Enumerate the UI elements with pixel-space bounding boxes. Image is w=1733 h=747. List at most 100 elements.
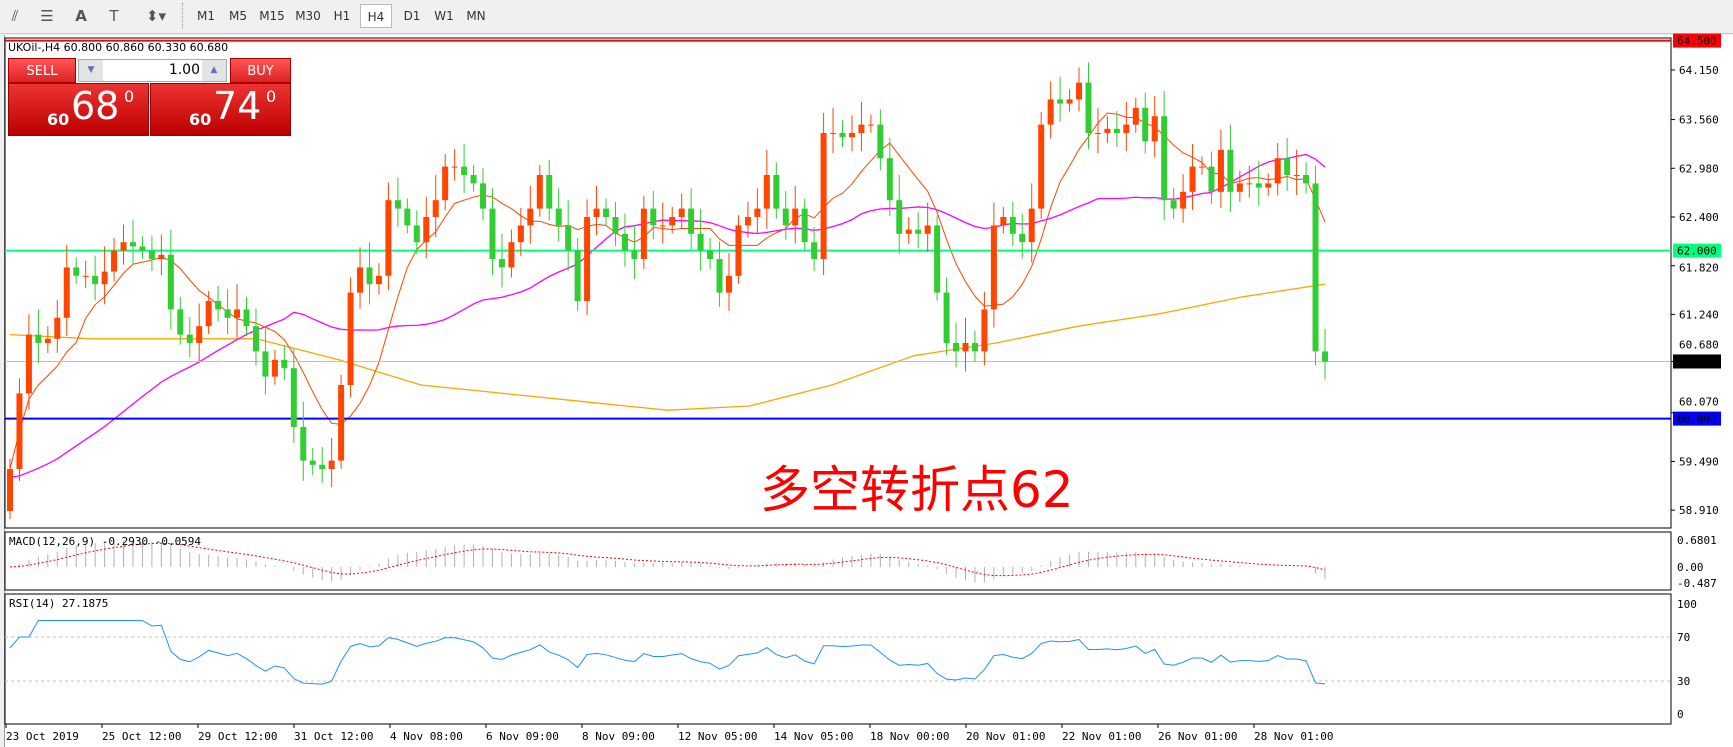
- candle-body: [716, 259, 723, 293]
- date-label: 6 Nov 09:00: [486, 730, 559, 743]
- candle-body: [1284, 158, 1291, 175]
- date-label: 14 Nov 05:00: [774, 730, 853, 743]
- candle-body: [357, 267, 364, 293]
- candle-body: [1293, 175, 1300, 176]
- candle-body: [54, 317, 61, 339]
- candle-body: [1246, 183, 1253, 185]
- timeframe-h4[interactable]: H4: [360, 4, 392, 28]
- candle-body: [735, 225, 742, 276]
- candle-body: [1255, 183, 1262, 188]
- timeframe-m1[interactable]: M1: [197, 9, 215, 23]
- price-tick-label: 64.150: [1679, 64, 1719, 77]
- candle-body: [953, 343, 960, 352]
- buy-price-sup: 0: [266, 87, 277, 106]
- candle-body: [858, 124, 865, 133]
- timeframe-d1[interactable]: D1: [403, 9, 421, 23]
- candle-body: [442, 166, 449, 201]
- date-label: 23 Oct 2019: [6, 730, 79, 743]
- candle-body: [905, 229, 912, 234]
- ma-slow-line: [9, 283, 1326, 411]
- chart-title: UKOil-,H4 60.800 60.860 60.330 60.680: [8, 41, 229, 54]
- candle-body: [224, 309, 231, 318]
- timeframe-m30[interactable]: M30: [295, 9, 321, 23]
- candle-body: [82, 275, 89, 277]
- text-label-icon[interactable]: T: [109, 7, 119, 25]
- lot-increase-icon[interactable]: ▲: [202, 60, 226, 81]
- arrows-icon[interactable]: ⬍▾: [145, 7, 167, 25]
- last-price-label: 60.680: [1677, 355, 1717, 368]
- candle-body: [404, 208, 411, 226]
- timeframe-h1[interactable]: H1: [333, 9, 351, 23]
- date-label: 26 Nov 01:00: [1158, 730, 1237, 743]
- rsi-label: RSI(14) 27.1875: [9, 597, 108, 610]
- buy-price[interactable]: 60 74 0: [150, 83, 291, 136]
- timeframe-m15[interactable]: M15: [259, 9, 285, 23]
- candle-body: [848, 133, 855, 138]
- sell-price[interactable]: 60 68 0: [8, 83, 149, 136]
- candle-body: [1274, 158, 1281, 184]
- candle-body: [498, 259, 505, 268]
- hline-label: 64.500: [1677, 35, 1717, 48]
- candle-body: [300, 427, 307, 461]
- fibonacci-grid-icon[interactable]: ☰: [40, 7, 54, 25]
- toolbar: ⫽ ☰ A T ⬍▾ M1 M5 M15 M30 H1 H4 D1 W1 MN: [0, 0, 1733, 34]
- ma-mid-line: [9, 153, 1326, 479]
- candle-body: [801, 208, 808, 243]
- candle-body: [896, 200, 903, 234]
- rsi-line: [9, 620, 1326, 685]
- candle-body: [650, 208, 657, 226]
- rsi-tick-label: 100: [1677, 598, 1697, 611]
- lot-value: 1.00: [168, 62, 200, 78]
- sell-button[interactable]: SELL: [8, 58, 76, 83]
- timeframe-m5[interactable]: M5: [229, 9, 247, 23]
- candle-body: [1113, 128, 1120, 133]
- candle-body: [1161, 116, 1168, 201]
- text-icon[interactable]: A: [75, 7, 87, 25]
- candle-body: [915, 229, 922, 234]
- candle-body: [73, 267, 80, 276]
- last-price-label-bg: [1673, 354, 1721, 369]
- candle-body: [92, 275, 99, 285]
- date-label: 25 Oct 12:00: [102, 730, 181, 743]
- candle-body: [328, 460, 335, 469]
- candle-body: [1312, 183, 1319, 352]
- candle-body: [640, 208, 647, 259]
- candle-body: [451, 166, 458, 168]
- candle-body: [271, 359, 278, 377]
- candle-body: [1038, 124, 1045, 209]
- candle-body: [470, 175, 477, 184]
- sell-price-small: 60: [47, 110, 70, 129]
- candle-body: [725, 275, 732, 293]
- candle-body: [697, 233, 704, 251]
- candle-body: [281, 359, 288, 369]
- candle-body: [669, 217, 676, 226]
- timeframe-w1[interactable]: W1: [434, 9, 454, 23]
- hline-label-bg: [1673, 33, 1721, 48]
- candle-body: [7, 469, 13, 511]
- macd-signal-line: [9, 542, 1326, 577]
- date-label: 20 Nov 01:00: [966, 730, 1045, 743]
- candle-body: [1057, 99, 1064, 104]
- candle-body: [593, 208, 600, 217]
- candle-body: [1170, 200, 1177, 209]
- chart-annotation: 多空转折点62: [760, 461, 1074, 519]
- candle-body: [877, 124, 884, 159]
- candle-body: [148, 250, 155, 259]
- candle-body: [16, 393, 23, 469]
- candle-body: [886, 158, 893, 201]
- candle-body: [1047, 99, 1054, 125]
- lot-decrease-icon[interactable]: ▼: [79, 60, 103, 81]
- timeframe-mn[interactable]: MN: [466, 9, 486, 23]
- candle-body: [1322, 351, 1328, 362]
- buy-button[interactable]: BUY: [230, 58, 291, 83]
- candle-body: [319, 464, 326, 469]
- rsi-tick-label: 70: [1677, 631, 1690, 644]
- candle-body: [527, 208, 534, 226]
- ma-fast-line: [9, 112, 1326, 470]
- candle-body: [461, 166, 468, 175]
- date-label: 29 Oct 12:00: [198, 730, 277, 743]
- lot-size-input[interactable]: ▼ 1.00 ▲: [78, 59, 227, 82]
- candle-body: [555, 208, 562, 226]
- fibonacci-fan-icon[interactable]: ⫽: [11, 7, 19, 25]
